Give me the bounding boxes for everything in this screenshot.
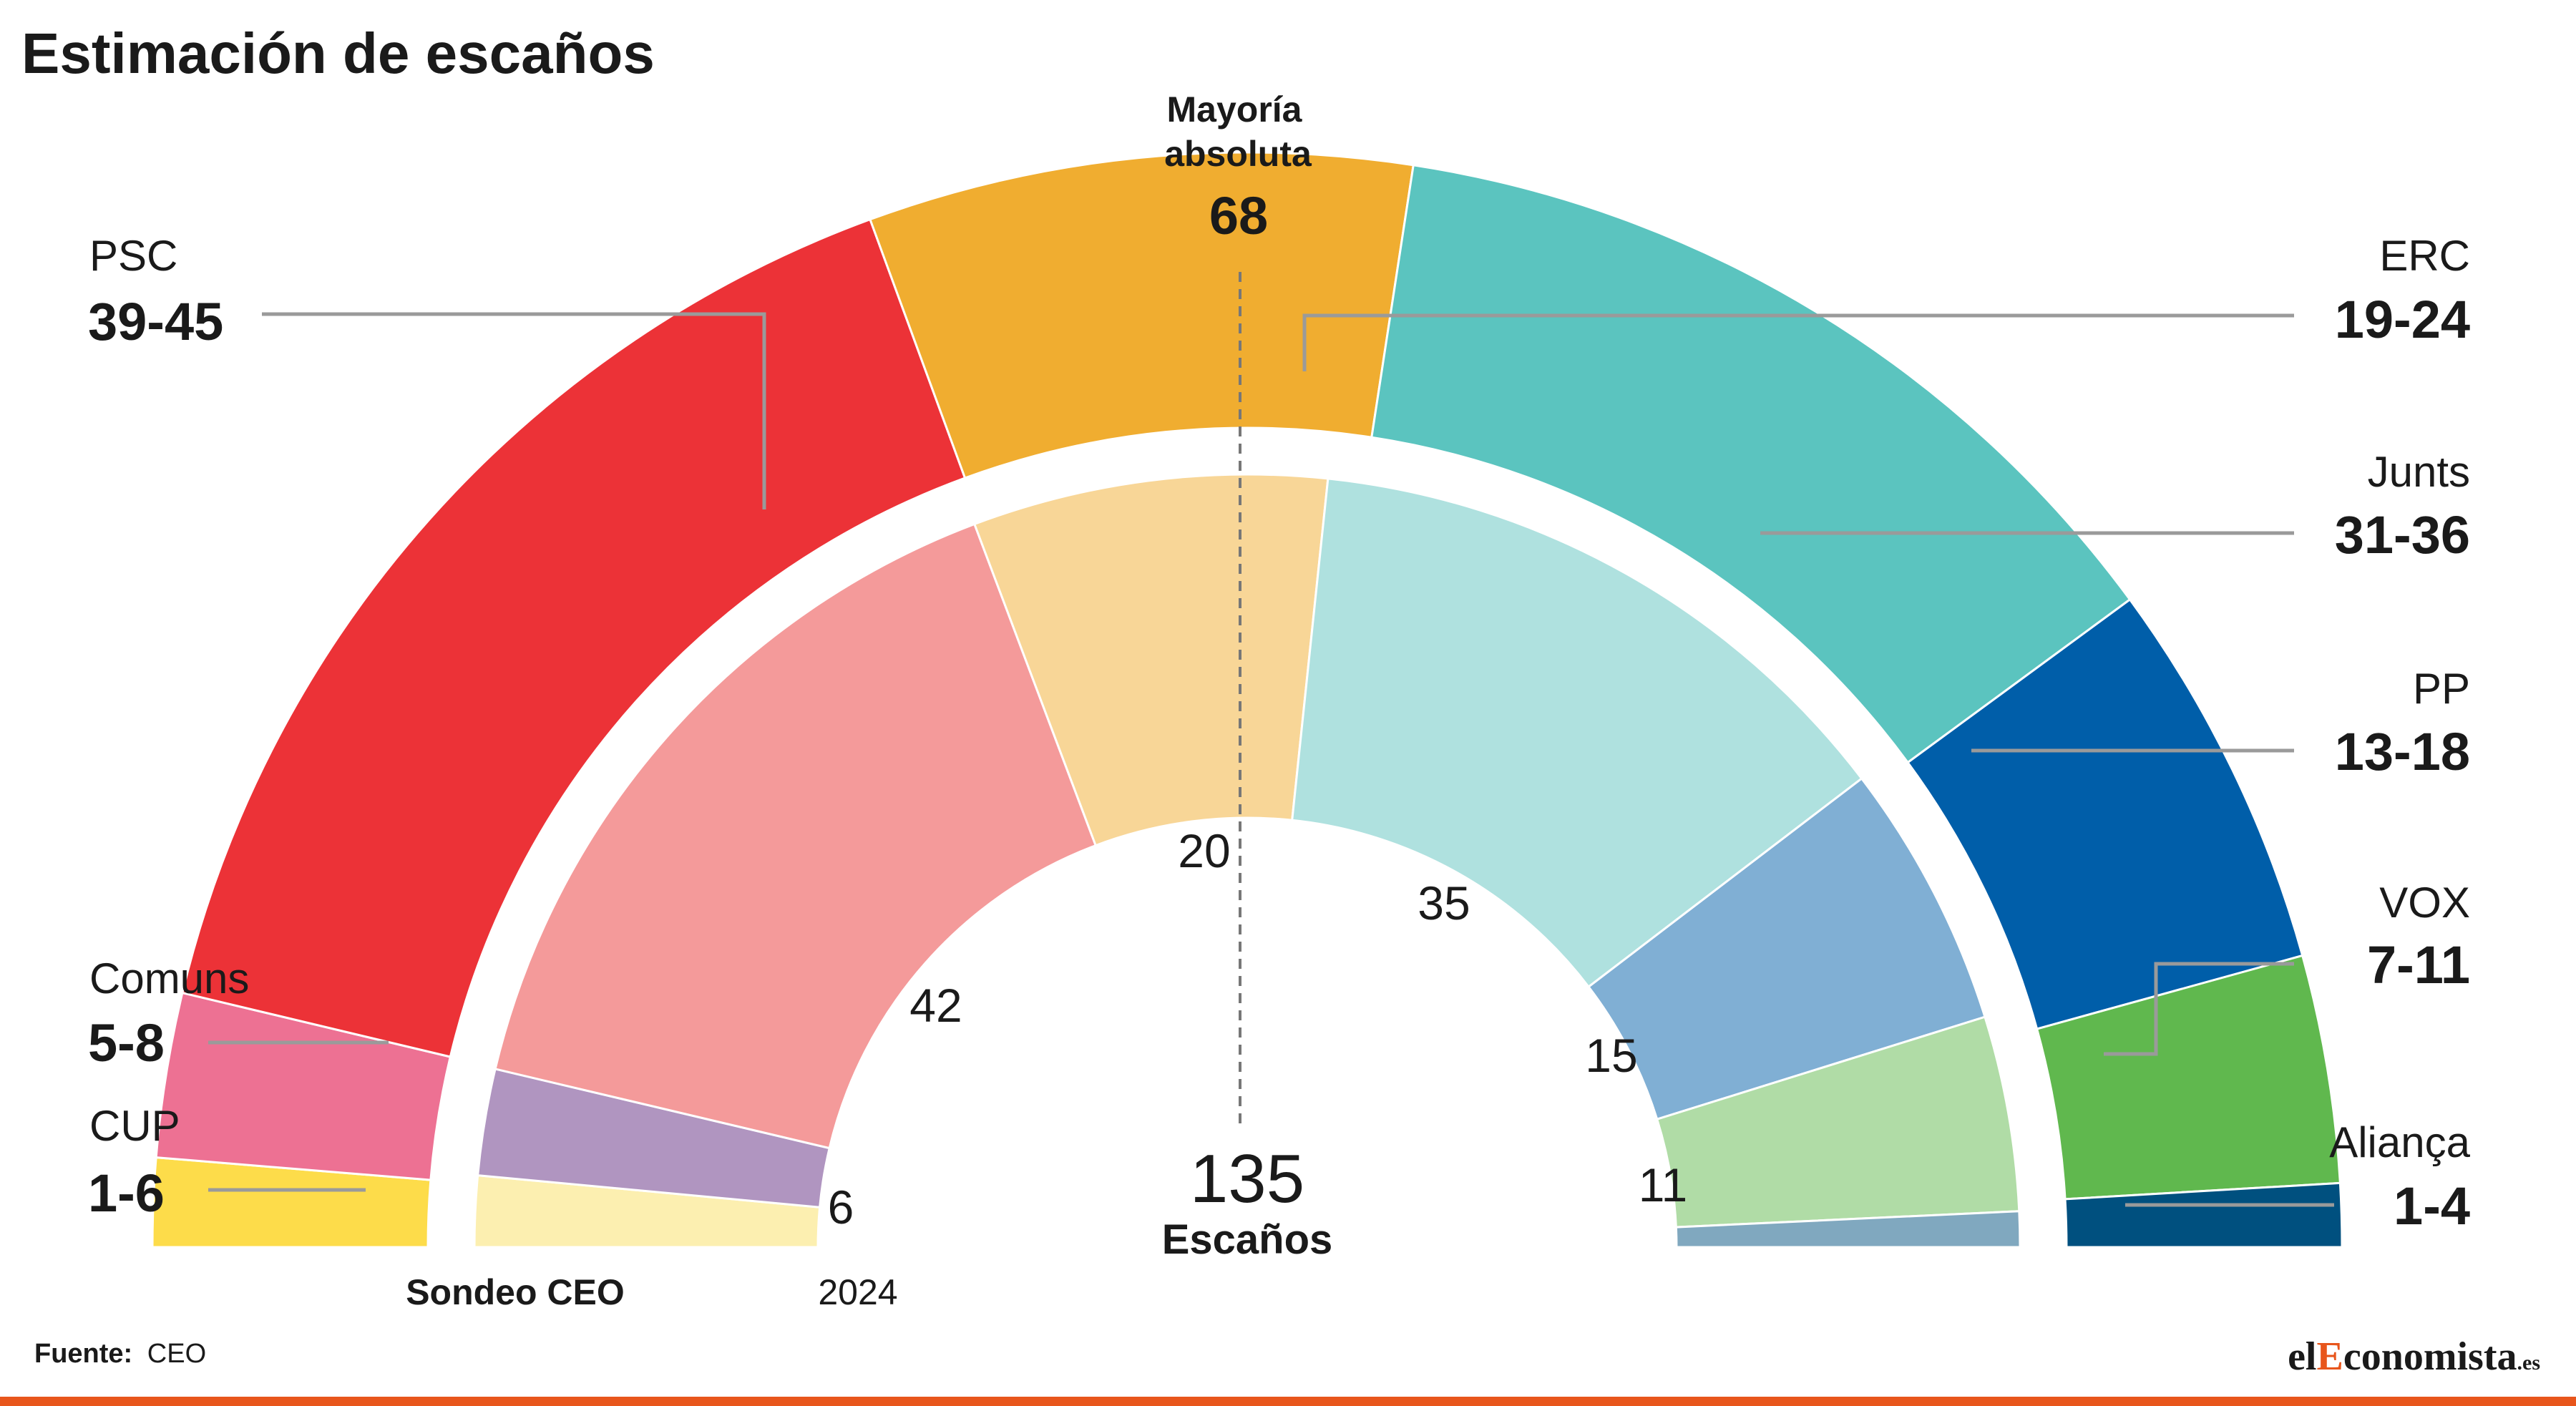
logo-part-2: E: [2316, 1334, 2343, 1379]
inner-value-erc: 20: [1178, 824, 1230, 877]
party-name-cup: CUP: [89, 1102, 180, 1150]
publisher-logo: elEconomista.es: [2288, 1334, 2540, 1379]
party-range-alianca: 1-4: [2394, 1176, 2470, 1236]
party-range-vox: 7-11: [2367, 935, 2470, 995]
party-range-junts: 31-36: [2335, 505, 2470, 565]
party-name-alianca: Aliança: [2329, 1118, 2470, 1166]
party-name-junts: Junts: [2368, 448, 2470, 496]
party-range-pp: 13-18: [2335, 722, 2470, 781]
party-range-erc: 19-24: [2335, 290, 2470, 349]
chart-title: Estimación de escaños: [21, 21, 655, 85]
majority-label-2: absoluta: [1164, 134, 1312, 174]
leader-vox: [2104, 962, 2294, 1056]
outer-ring-sondeo: [151, 151, 2343, 1249]
source-label: Fuente:: [34, 1339, 132, 1369]
inner-value-comuns: 6: [828, 1181, 854, 1234]
inner-value-vox: 11: [1639, 1158, 1688, 1211]
inner-segment-psc: [494, 522, 1098, 1150]
logo-part-1: el: [2288, 1334, 2316, 1379]
source-value: CEO: [147, 1339, 206, 1369]
outer-ring-label: Sondeo CEO: [406, 1272, 625, 1312]
party-name-vox: VOX: [2379, 879, 2470, 927]
party-range-psc: 39-45: [88, 292, 223, 351]
total-seats-label: Escaños: [1162, 1216, 1333, 1263]
inner-segment-aliana: [1674, 1210, 2021, 1249]
party-name-psc: PSC: [89, 232, 177, 280]
source-note: Fuente: CEO: [34, 1339, 206, 1369]
leader-erc: [1302, 313, 2294, 371]
party-name-pp: PP: [2413, 665, 2470, 713]
inner-value-junts: 35: [1418, 877, 1470, 929]
inner-value-psc: 42: [909, 979, 962, 1032]
logo-part-3: conomista: [2343, 1334, 2517, 1379]
inner-value-pp: 15: [1585, 1029, 1637, 1082]
party-range-cup: 1-6: [88, 1163, 165, 1223]
inner-segment-junts: [1291, 477, 1863, 989]
outer-segment-psc: [181, 218, 967, 1058]
majority-value: 68: [1209, 186, 1268, 245]
inner-ring-label: 2024: [818, 1272, 897, 1312]
party-range-comuns: 5-8: [88, 1013, 165, 1073]
party-name-comuns: Comuns: [89, 955, 249, 1002]
leader-psc: [262, 312, 766, 509]
logo-part-4: .es: [2517, 1351, 2541, 1375]
footer-accent-bar: [0, 1397, 2576, 1406]
inner-ring-2024: [473, 473, 2021, 1249]
majority-label-1: Mayoría: [1167, 89, 1303, 130]
outer-segment-aliana: [2064, 1181, 2343, 1249]
total-seats: 135: [1190, 1141, 1304, 1217]
party-name-erc: ERC: [2379, 232, 2470, 280]
leader-lines: [208, 312, 2334, 1207]
